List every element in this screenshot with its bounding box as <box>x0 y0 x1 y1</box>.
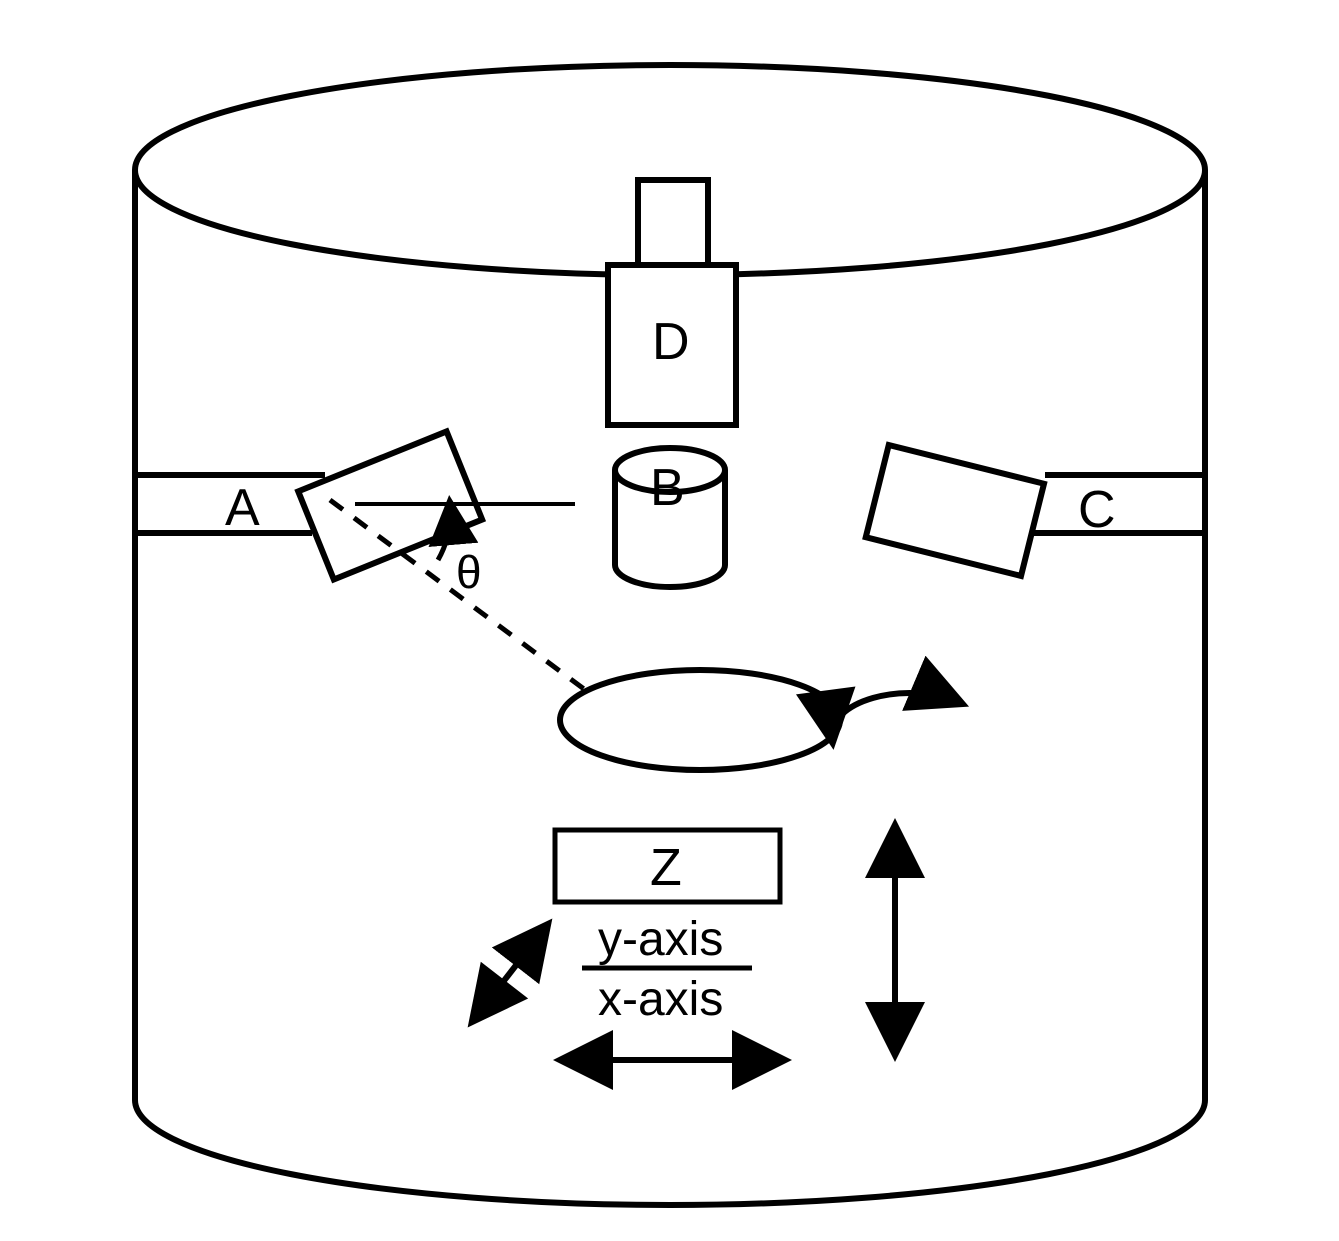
label-x-axis: x-axis <box>598 972 723 1027</box>
label-theta: θ <box>456 545 482 599</box>
sample-stage <box>560 670 840 770</box>
element-d <box>608 180 736 425</box>
label-d: D <box>652 312 690 372</box>
diagram-canvas <box>0 0 1339 1241</box>
element-c <box>866 445 1205 576</box>
label-b: B <box>650 458 685 518</box>
y-axis-arrow <box>475 928 545 1018</box>
rotation-arrow <box>832 693 958 738</box>
label-a: A <box>225 478 260 538</box>
label-c: C <box>1078 480 1116 540</box>
label-y-axis: y-axis <box>598 912 723 967</box>
label-z: Z <box>650 838 682 898</box>
